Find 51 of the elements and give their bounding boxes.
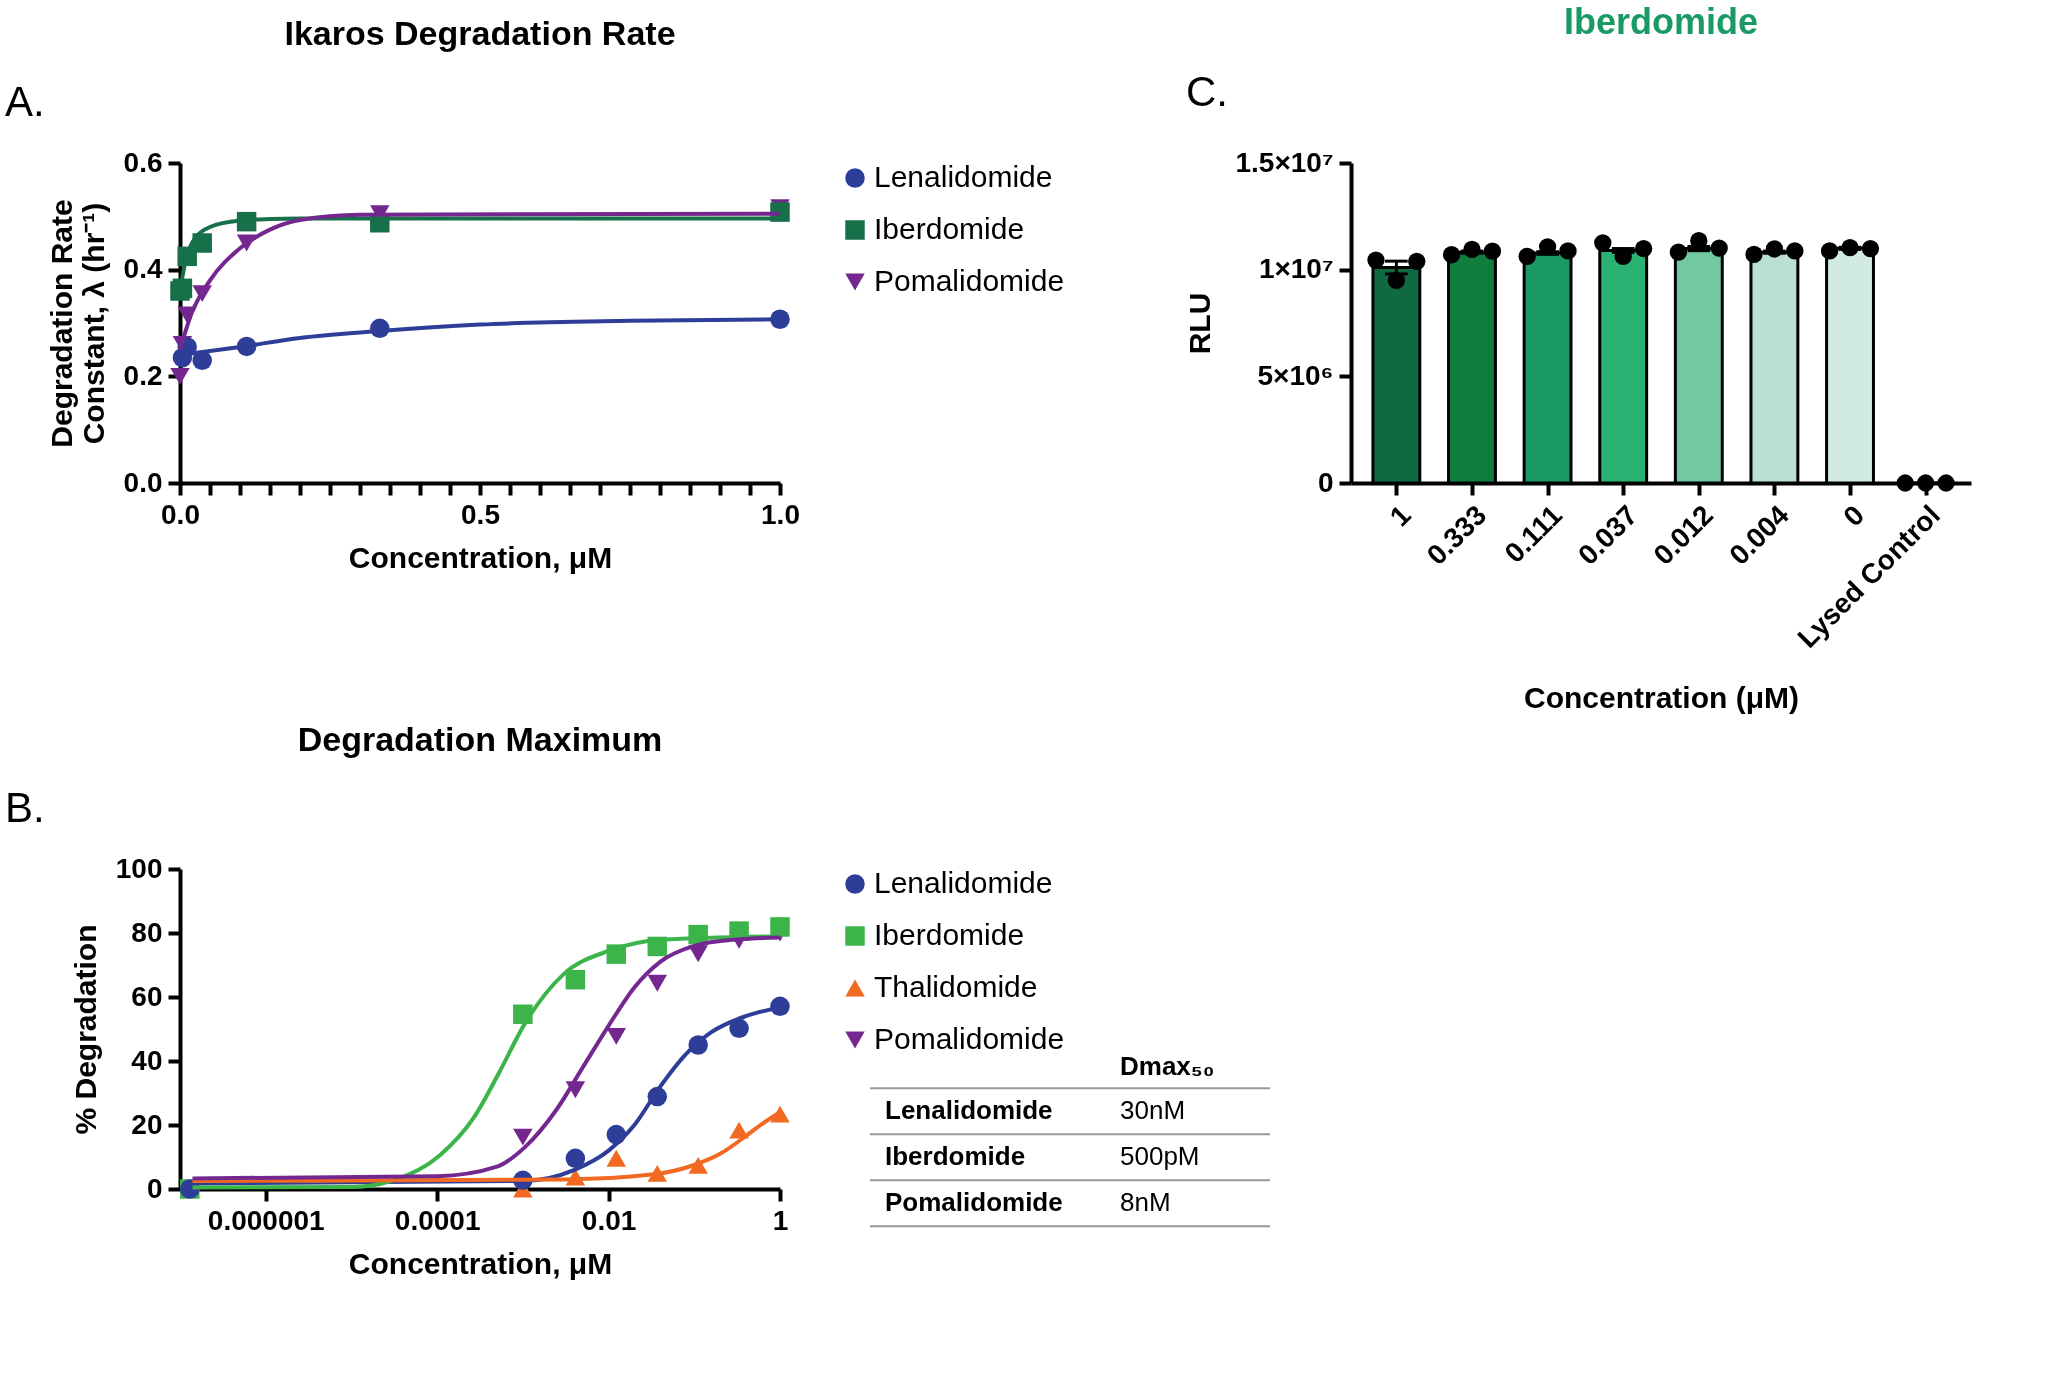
x-axis-title: Concentration (μM) [1524,680,1799,714]
y-tick-label: 0 [1317,466,1334,498]
legend-label: Iberdomide [874,212,1025,245]
y-axis-title: Degradation Rate Constant, λ (hr⁻¹) [44,199,110,448]
text: Iberdomide [885,1141,1026,1172]
y-tick-label: 40 [131,1044,163,1076]
x-axis-title: Concentration, μM [348,540,613,574]
y-tick-label: 0.2 [123,359,163,391]
legend-label: Thalidomide [874,970,1038,1003]
y-tick-label: 0.4 [123,253,163,285]
legend-label: Lenalidomide [874,866,1053,899]
x-tick-label: 0.5 [461,498,500,530]
y-tick-label: 80 [131,916,163,948]
text: Pomalidomide [885,1187,1063,1218]
x-tick-label: 1.0 [761,498,800,530]
x-tick-label: 0.000001 [207,1204,325,1236]
x-axis-title: Concentration, μM [348,1246,613,1280]
x-tick-label: 1 [1383,499,1417,533]
y-tick-label: 0.0 [123,466,163,498]
legend-label: Iberdomide [874,918,1025,951]
x-tick-label: 0.0 [161,498,200,530]
y-tick-label: 1×10⁷ [1258,253,1334,285]
y-tick-label: 100 [115,852,163,884]
text: C. [1186,68,1228,115]
chart-title: Ikaros Degradation Rate [284,14,676,52]
text: 500pM [1120,1141,1200,1172]
y-axis-title: RLU [1182,292,1216,355]
legend-label: Pomalidomide [874,1022,1065,1055]
legend-label: Pomalidomide [874,264,1065,297]
text: Dmax₅₀ [1120,1051,1215,1082]
legend-label: Lenalidomide [874,160,1053,193]
y-axis-title: % Degradation [68,924,102,1135]
text: A. [5,78,45,125]
y-tick-label: 1.5×10⁷ [1235,146,1334,178]
chart-subtitle: Iberdomide [1563,1,1759,42]
x-tick-label: 1 [772,1204,789,1236]
y-tick-label: 0.6 [123,146,163,178]
text: Lenalidomide [885,1095,1053,1126]
x-tick-label: 0 [1837,499,1871,533]
y-tick-label: 20 [131,1108,163,1140]
x-tick-label: 0.0001 [394,1204,481,1236]
chart-title: Degradation Maximum [297,720,663,758]
point [192,233,212,253]
text: 30nM [1120,1095,1186,1126]
y-tick-label: 60 [131,980,163,1012]
y-tick-label: 5×10⁶ [1257,359,1334,391]
x-tick-label: 0.01 [581,1204,637,1236]
text: 8nM [1120,1187,1171,1218]
y-tick-label: 0 [146,1172,163,1204]
point [170,367,190,385]
text: B. [5,784,45,831]
